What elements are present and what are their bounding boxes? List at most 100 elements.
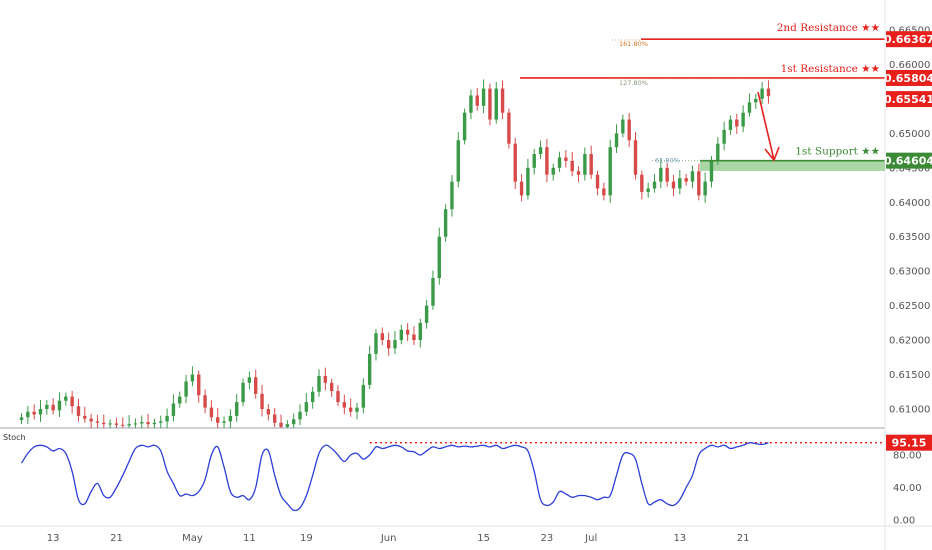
candle-body (538, 147, 543, 155)
candle-body (646, 188, 650, 192)
candle-body (254, 377, 258, 394)
fib-label-61: 61.80% (655, 157, 680, 165)
candle-body (602, 188, 606, 196)
badge-first-support-bg (886, 152, 932, 169)
candle-body (102, 422, 106, 425)
candle-body (152, 422, 157, 425)
badge-current-price: 0.65541 (884, 91, 932, 108)
time-tick-label: 11 (243, 533, 256, 544)
candle-body (317, 375, 321, 392)
candle-body (690, 171, 695, 182)
candle-body (500, 88, 505, 113)
candle-body (456, 140, 460, 182)
second-resistance-label: 2nd Resistance ★★ (777, 22, 881, 34)
candle-body (709, 160, 714, 182)
fib-label-127: 127.80% (619, 79, 648, 87)
candle-body (329, 382, 334, 392)
candle-body (133, 423, 138, 425)
candle-body (450, 181, 454, 210)
candle-body (532, 154, 536, 168)
candle-body (621, 119, 625, 134)
price-tick-label: 0.64000 (889, 198, 930, 209)
candle-body (38, 409, 43, 415)
time-tick-label: 15 (477, 533, 490, 544)
candle-body (659, 167, 663, 182)
time-axis: 13 21 May 11 19 Jun 15 23 Jul 13 21 (47, 533, 750, 544)
candle-body (735, 119, 739, 127)
time-tick-label: 21 (737, 533, 750, 544)
candle-body (70, 396, 74, 407)
badge-first-resistance-bg (886, 69, 932, 86)
candle-body (614, 133, 619, 148)
candle-body (95, 421, 100, 423)
price-tick-label: 0.64500 (889, 163, 930, 174)
candle-body (247, 377, 252, 383)
candle-body (551, 167, 555, 175)
candle-body (494, 88, 498, 120)
first-support-label: 1st Support ★★ (795, 146, 880, 158)
candle-body (519, 181, 524, 196)
candle-body (203, 395, 207, 408)
candle-body (697, 171, 701, 196)
stoch-line (20, 442, 769, 512)
forecast-arrow-shaft (757, 91, 775, 161)
candle-body (197, 374, 201, 396)
candle-body (89, 418, 93, 422)
price-tick-label: 0.61500 (889, 370, 930, 381)
time-tick-label: 19 (300, 533, 313, 544)
time-tick-label: May (182, 533, 203, 544)
candle-body (140, 422, 144, 424)
fib-label-161: 161.80% (619, 40, 648, 48)
candle-body (336, 391, 340, 403)
candle-body (754, 98, 758, 103)
candle-body (374, 333, 378, 354)
candle-body (260, 393, 264, 409)
time-tick-label: 13 (673, 533, 686, 544)
candle-body (564, 157, 568, 161)
badge-stoch-bg (886, 434, 932, 451)
badge-second-resistance-text: 0.66367 (884, 33, 932, 46)
badge-stoch-text: 95.15 (892, 437, 927, 450)
candle-body (766, 88, 771, 97)
candle-body (323, 375, 328, 383)
candle-body (228, 415, 233, 422)
candle-body (405, 329, 410, 335)
candle-body (747, 102, 752, 113)
candle-body (424, 305, 429, 323)
candle-body (298, 411, 302, 420)
candle-body (716, 143, 720, 161)
candle-body (51, 404, 55, 411)
candle-body (399, 329, 403, 341)
candle-body (722, 129, 726, 144)
candle-body (361, 384, 366, 408)
candle-body (475, 95, 479, 106)
candle-body (171, 403, 176, 416)
candle-body (279, 422, 283, 427)
candle-body (114, 423, 119, 425)
candle-body (393, 340, 397, 349)
candle-body (83, 415, 87, 419)
candle-body (443, 209, 448, 237)
badge-stoch: 95.15 (886, 434, 932, 451)
candle-body (665, 167, 669, 182)
candle-body (728, 119, 733, 130)
candle-body (146, 422, 150, 425)
time-tick-label: 23 (541, 533, 554, 544)
stoch-tick-label: 0.00 (893, 516, 915, 527)
candle-body (178, 396, 182, 404)
candle-body (45, 404, 49, 409)
candle-body (633, 140, 638, 175)
candle-body (671, 181, 676, 189)
candle-body (513, 143, 517, 182)
candle-body (380, 333, 385, 341)
price-tick-label: 0.62000 (889, 336, 930, 347)
candle-body (165, 415, 169, 422)
candle-body (431, 278, 435, 306)
candle-body (583, 154, 587, 175)
time-tick-label: 21 (110, 533, 123, 544)
candle-body (507, 112, 511, 144)
candle-body (469, 95, 473, 113)
candle-body (216, 417, 220, 423)
candle-body (273, 414, 277, 423)
